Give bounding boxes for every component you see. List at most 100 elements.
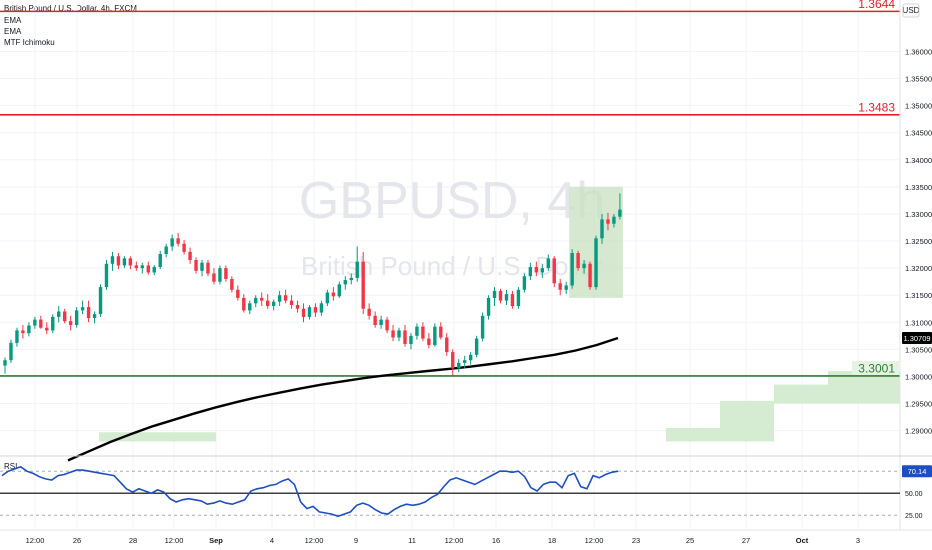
candle[interactable] [391,330,395,338]
candle[interactable] [218,268,222,282]
candle[interactable] [188,251,192,260]
candle[interactable] [33,319,37,326]
candle[interactable] [522,276,527,290]
candle[interactable] [367,308,371,316]
candle[interactable] [230,278,234,290]
candle[interactable] [564,285,568,290]
candle[interactable] [110,256,115,264]
candle[interactable] [337,284,342,297]
candle[interactable] [254,297,258,304]
candle[interactable] [283,295,288,301]
candle[interactable] [51,316,55,331]
candle[interactable] [576,252,580,269]
candle[interactable] [277,295,282,302]
candle[interactable] [289,300,294,305]
candle[interactable] [3,360,7,366]
candle[interactable] [170,238,174,247]
candle[interactable] [68,321,73,325]
candle[interactable] [104,263,109,288]
candle[interactable] [552,258,556,284]
ema-line[interactable] [67,336,619,462]
symbol-title[interactable]: British Pound / U.S. Dollar, 4h, FXCM [4,4,137,13]
candle[interactable] [307,307,312,317]
candle[interactable] [164,246,168,255]
candle[interactable] [98,287,103,315]
indicator-ema-2[interactable]: EMA [4,27,22,36]
candle[interactable] [301,308,306,317]
candle[interactable] [176,238,180,244]
candle[interactable] [200,262,204,271]
candle[interactable] [468,354,473,361]
candle[interactable] [486,297,491,316]
candle[interactable] [182,243,186,252]
candle[interactable] [618,209,622,217]
candle[interactable] [21,330,25,334]
candle[interactable] [403,330,407,344]
candle[interactable] [343,280,347,285]
candle[interactable] [510,294,515,307]
candle[interactable] [39,319,43,328]
candle[interactable] [588,263,592,288]
candle[interactable] [409,335,413,344]
candle[interactable] [582,263,586,269]
candle[interactable] [361,261,365,309]
candle[interactable] [379,319,383,325]
candle[interactable] [355,261,359,278]
candle[interactable] [421,326,425,339]
candle[interactable] [498,290,503,301]
candle[interactable] [265,300,270,307]
candle[interactable] [612,216,616,224]
candle[interactable] [558,283,562,290]
candle[interactable] [158,254,162,268]
currency-button[interactable] [902,3,920,18]
candle[interactable] [27,325,31,334]
candle[interactable] [415,326,419,336]
candle[interactable] [206,262,210,274]
candle[interactable] [271,301,276,307]
candle[interactable] [373,315,377,325]
candle[interactable] [15,330,19,343]
candle[interactable] [397,330,401,338]
candle[interactable] [462,360,467,363]
candle[interactable] [194,260,198,271]
indicator-ichimoku[interactable]: MTF Ichimoku [4,38,55,47]
candle[interactable] [242,297,246,311]
candle[interactable] [480,315,485,339]
candle[interactable] [451,352,455,369]
candle[interactable] [146,265,150,273]
candle[interactable] [80,307,85,311]
candle[interactable] [57,311,61,317]
candle[interactable] [331,292,336,297]
candle[interactable] [152,267,156,273]
candle[interactable] [385,319,389,331]
candle[interactable] [594,238,598,288]
candle[interactable] [540,268,544,273]
candle[interactable] [260,297,264,301]
candle[interactable] [295,304,300,309]
candle[interactable] [224,268,228,279]
candle[interactable] [63,311,67,322]
candle[interactable] [86,307,91,318]
candle[interactable] [457,362,461,369]
candle[interactable] [9,342,13,361]
candle[interactable] [128,258,133,266]
candle[interactable] [248,303,252,311]
candle[interactable] [439,326,443,338]
candle[interactable] [92,314,97,318]
candle[interactable] [445,337,449,353]
candle[interactable] [325,292,330,304]
candle[interactable] [546,258,550,269]
candle[interactable] [236,289,240,298]
candle[interactable] [140,265,145,269]
candle[interactable] [349,277,353,281]
candle[interactable] [427,338,431,346]
candle[interactable] [212,273,216,282]
candle[interactable] [74,310,79,325]
candle[interactable] [433,326,437,346]
candle[interactable] [313,307,318,313]
candle[interactable] [122,258,127,266]
candle[interactable] [116,256,121,266]
candle[interactable] [534,267,539,273]
candle[interactable] [606,219,610,224]
